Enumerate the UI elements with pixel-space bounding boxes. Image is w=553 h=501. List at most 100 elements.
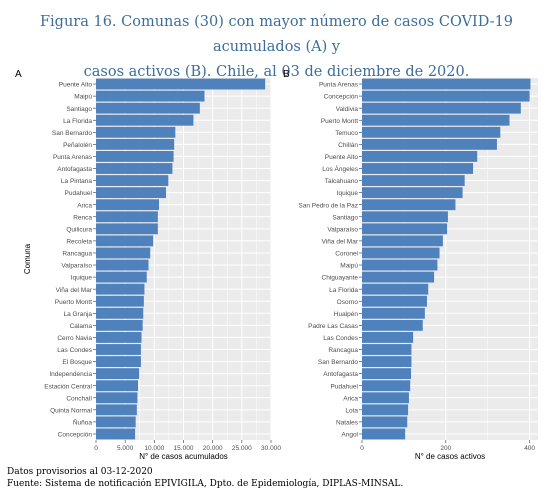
panel-a-bar <box>96 151 174 162</box>
panel-b-bar <box>362 90 530 102</box>
panel-b-category-label: Antofagasta <box>323 371 358 378</box>
panel-b-category-label: Iquique <box>337 190 359 197</box>
panel-b-bar <box>362 404 409 416</box>
panel-b-bar <box>362 78 531 90</box>
panel-b-category-label: Los Ángeles <box>322 164 359 173</box>
figure-title-line2: casos activos (B). Chile, al 03 de dicie… <box>83 64 470 80</box>
panel-b-bar <box>362 126 501 138</box>
panel-a-xtick-label: 25.000 <box>232 445 252 452</box>
panel-b-bar <box>362 307 425 319</box>
panel-b: Punta Arenas Concepción Valdivia Puerto Mon… <box>283 69 538 461</box>
panel-b-category-label: Rancagua <box>328 347 358 354</box>
panel-b-category-label: Chillán <box>338 142 358 149</box>
panel-b-bar <box>362 199 456 211</box>
panel-a-bar <box>96 332 142 343</box>
panel-a-bar <box>96 356 141 367</box>
panel-a-category-label: Rancagua <box>62 251 92 258</box>
panel-a-bar <box>96 380 138 392</box>
panel-b-category-label: Punta Arenas <box>319 82 359 89</box>
panel-a-xtick-label: 20.000 <box>203 445 223 452</box>
panel-a-xtick-label: 0 <box>94 445 98 452</box>
figure-footer: Datos provisorios al 03-12-2020 Fuente: … <box>7 466 403 490</box>
panel-b-category-label: San Pedro de la Paz <box>298 202 358 209</box>
panel-b-xtick-label: 0 <box>360 445 364 452</box>
panel-a-category-label: Maipú <box>74 94 92 101</box>
panel-a-category-label: Renca <box>73 214 92 221</box>
panel-b-category-label: Santiago <box>332 214 358 221</box>
panel-a-category-label: Punta Arenas <box>53 154 93 161</box>
panel-b-category-label: Angol <box>341 432 358 439</box>
panel-b-bar <box>362 295 427 307</box>
panel-b-bar <box>362 175 465 186</box>
panel-a-bar <box>96 187 166 199</box>
panel-b-category-label: Pudahuel <box>331 383 359 390</box>
panel-b-background <box>362 78 538 440</box>
panel-b-bar <box>362 114 510 126</box>
panel-b-category-label: Viña del Mar <box>322 239 359 246</box>
panel-b-category-label: Hualpén <box>334 311 359 318</box>
panel-a-bar <box>96 247 151 259</box>
panel-b-bar <box>362 368 412 380</box>
panel-b-category-label: La Florida <box>329 287 358 294</box>
panel-a-bar <box>96 344 141 355</box>
panel-b-bar <box>362 319 423 331</box>
panel-a-bar <box>96 223 158 235</box>
panel-a-category-label: San Bernardo <box>52 130 92 137</box>
panel-a-xtick-label: 15.000 <box>174 445 194 452</box>
panel-a-category-label: Peñalolén <box>63 142 92 149</box>
panel-b-category-label: Temuco <box>335 130 358 137</box>
figure-title: Figura 16. Comunas (30) con mayor número… <box>0 10 553 85</box>
panel-a-category-label: La Pintana <box>61 178 92 185</box>
panel-b-category-label: Talcahuano <box>325 178 359 185</box>
panel-a-bar <box>96 114 194 126</box>
panel-a-xaxis-title: N° de casos acumulados <box>139 452 228 461</box>
panel-b-category-label: Padre Las Casas <box>308 323 359 330</box>
panel-b-category-label: Osorno <box>337 299 359 306</box>
panel-a-category-label: Calama <box>70 323 93 330</box>
panel-a-category-label: Concepción <box>58 432 93 439</box>
panel-a-category-label: Puerto Montt <box>55 299 92 306</box>
charts-canvas: Puente Alto Maipú Santiago La Florida San Be… <box>15 69 538 461</box>
panel-a-bar <box>96 211 158 223</box>
footer-source: Fuente: Sistema de notificación EPIVIGIL… <box>7 479 404 489</box>
panel-a-category-label: Iquique <box>71 275 93 282</box>
panel-a-category-label: Pudahuel <box>65 190 93 197</box>
panel-a-bar <box>96 428 136 440</box>
panel-b-bar <box>362 102 521 114</box>
panel-a-bar <box>96 404 137 416</box>
panel-a-label: A <box>15 69 22 80</box>
panel-b-bar <box>362 380 411 392</box>
panel-a-category-label: Antofagasta <box>57 166 92 173</box>
panel-b-bar <box>362 271 435 283</box>
footer-note: Datos provisorios al 03-12-2020 <box>7 467 153 477</box>
panel-b-bar <box>362 247 440 259</box>
panel-b-bar <box>362 259 438 271</box>
panel-b-category-label: Concepción <box>324 94 359 101</box>
panel-a-xtick-label: 10.000 <box>144 445 164 452</box>
panel-a-category-label: Independencia <box>49 371 92 378</box>
panel-b-category-label: Lota <box>345 407 358 414</box>
panel-b-category-label: Puente Alto <box>325 154 359 161</box>
panel-a-bar <box>96 126 176 138</box>
panel-a-bar <box>96 259 149 271</box>
panel-b-category-label: San Bernardo <box>318 359 358 366</box>
panel-a-category-label: El Bosque <box>62 359 92 366</box>
panel-b-bar <box>362 163 474 174</box>
panel-b-category-label: Puerto Montt <box>321 118 358 125</box>
panel-b-category-label: Natales <box>336 420 359 427</box>
figure-title-line1: Figura 16. Comunas (30) con mayor número… <box>39 14 514 55</box>
panel-b-category-label: Coronel <box>335 251 358 258</box>
panel-b-label: B <box>283 69 290 80</box>
panel-a-bar <box>96 235 154 247</box>
panel-a-bar <box>96 319 143 331</box>
panel-b-bar <box>362 344 412 355</box>
panel-a-bar <box>96 163 173 174</box>
panel-b-bar <box>362 392 409 404</box>
panel-b-bar <box>362 187 463 199</box>
panel-b-bar <box>362 223 448 235</box>
panel-b-bar <box>362 138 497 150</box>
panel-b-bar <box>362 211 448 223</box>
panel-b-bar <box>362 151 478 162</box>
panel-a-category-label: Estación Central <box>44 383 92 390</box>
panel-a-bar <box>96 175 169 186</box>
